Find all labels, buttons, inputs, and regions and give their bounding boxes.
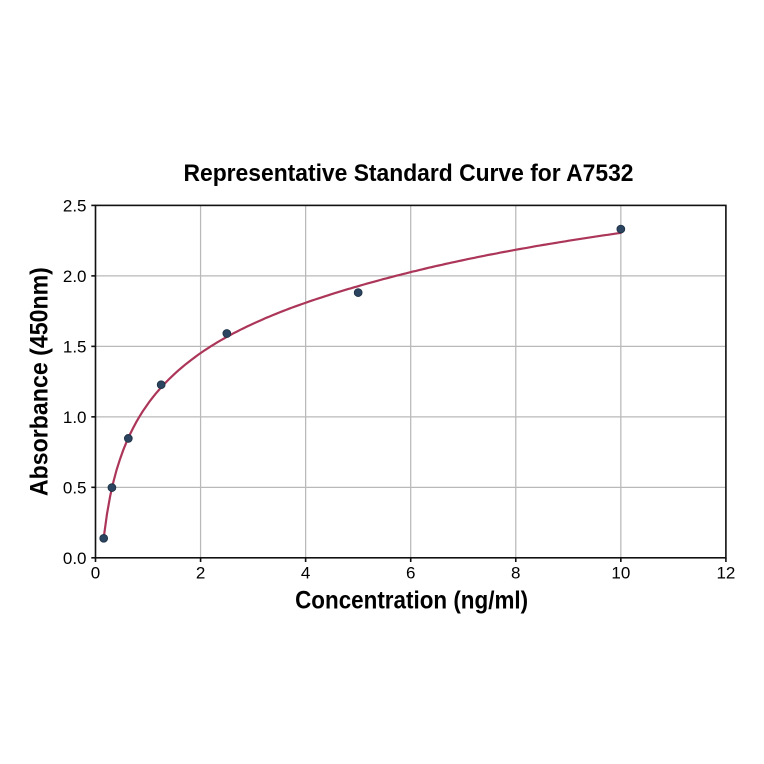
svg-text:10: 10 [611, 564, 630, 583]
svg-text:12: 12 [716, 564, 735, 583]
svg-text:Representative Standard Curve: Representative Standard Curve for A7532 [184, 160, 634, 187]
svg-text:6: 6 [406, 564, 415, 583]
svg-text:0: 0 [91, 564, 100, 583]
svg-text:2: 2 [196, 564, 205, 583]
svg-text:2.0: 2.0 [63, 267, 87, 286]
svg-text:Concentration (ng/ml): Concentration (ng/ml) [295, 586, 528, 614]
svg-text:1.0: 1.0 [63, 408, 87, 427]
svg-text:0.5: 0.5 [63, 479, 87, 498]
svg-text:Absorbance (450nm): Absorbance (450nm) [26, 267, 54, 496]
svg-text:2.5: 2.5 [63, 197, 87, 216]
svg-text:1.5: 1.5 [63, 338, 87, 357]
svg-text:8: 8 [511, 564, 520, 583]
svg-text:4: 4 [301, 564, 310, 583]
svg-text:0.0: 0.0 [63, 549, 87, 568]
